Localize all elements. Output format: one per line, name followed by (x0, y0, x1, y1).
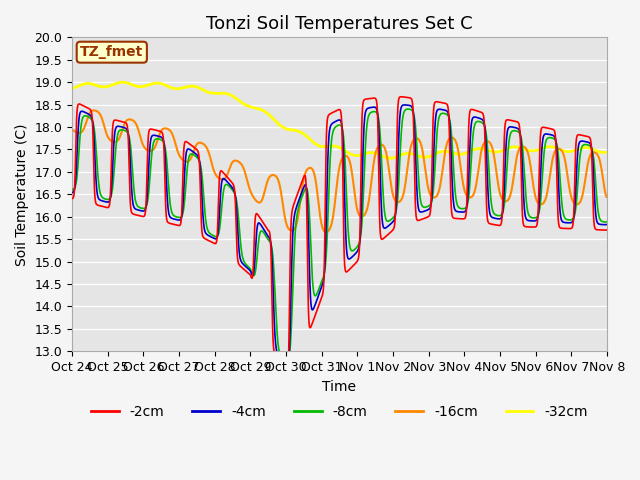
X-axis label: Time: Time (323, 380, 356, 394)
Title: Tonzi Soil Temperatures Set C: Tonzi Soil Temperatures Set C (206, 15, 473, 33)
Legend: -2cm, -4cm, -8cm, -16cm, -32cm: -2cm, -4cm, -8cm, -16cm, -32cm (85, 399, 594, 424)
Text: TZ_fmet: TZ_fmet (80, 45, 143, 59)
Y-axis label: Soil Temperature (C): Soil Temperature (C) (15, 123, 29, 265)
